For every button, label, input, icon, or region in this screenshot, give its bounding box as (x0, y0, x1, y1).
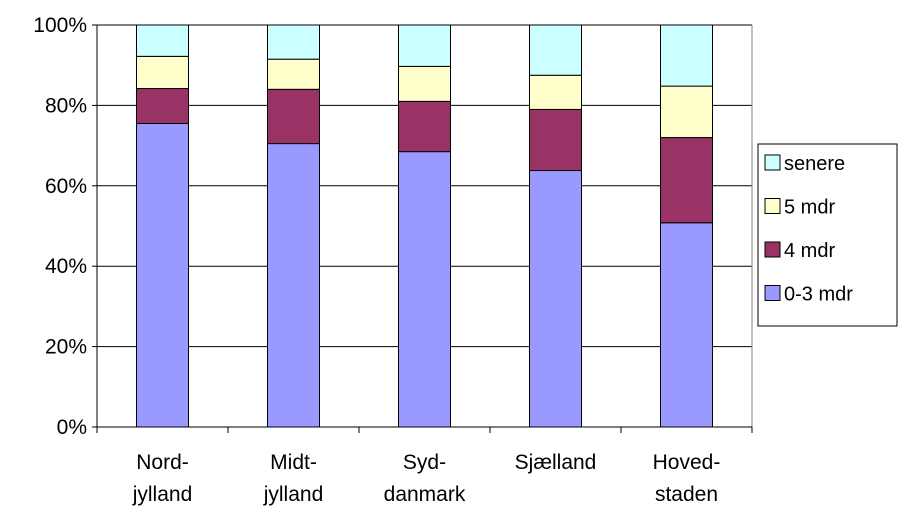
bar-segment-4-mdr (660, 137, 713, 224)
y-tick-label: 80% (45, 94, 87, 117)
y-tick-label: 100% (33, 14, 87, 37)
x-tick-label-line: Nord- (136, 451, 189, 474)
bar-segment-0-3-mdr (267, 143, 320, 428)
legend-swatch (764, 241, 781, 258)
x-axis-tick-labels: Nord-jyllandMidt-jyllandSyd-danmarkSjæll… (132, 451, 721, 506)
y-tick-label: 40% (45, 255, 87, 278)
bar-segment-5-mdr (267, 58, 320, 90)
x-tick-label-line: jylland (132, 483, 193, 506)
bar-segment-5-mdr (660, 85, 713, 139)
x-tick-label-line: staden (655, 483, 718, 506)
bar-segment-0-3-mdr (529, 170, 582, 428)
legend-swatch (764, 285, 781, 301)
bar-segment-4-mdr (398, 100, 451, 153)
x-tick-label: Hoved-staden (653, 451, 721, 506)
bar-segment-5-mdr (529, 74, 582, 110)
bars (136, 24, 713, 428)
bar-segment-5-mdr (398, 65, 451, 102)
legend: senere 5 mdr 4 mdr 0-3 mdr (757, 143, 898, 327)
legend-box (757, 143, 898, 327)
x-tick-label-line: jylland (263, 483, 324, 506)
y-axis-tick-labels: 0% 20% 40% 60% 80% 100% (33, 14, 87, 439)
x-tick-label: Syd-danmark (384, 451, 466, 506)
x-tick-label: Sjælland (515, 451, 597, 474)
legend-label: 0-3 mdr (784, 284, 853, 306)
legend-swatch (764, 154, 781, 171)
bar-segment-4-mdr (136, 88, 189, 124)
bar-segment-0-3-mdr (398, 151, 451, 428)
bar-segment-5-mdr (136, 55, 189, 90)
x-tick-label-line: Midt- (270, 451, 317, 474)
bar-segment-senere (529, 24, 582, 76)
bar-segment-senere (660, 24, 713, 87)
bar-segment-senere (136, 24, 189, 57)
x-tick-label: Midt-jylland (263, 451, 324, 506)
legend-swatch (764, 198, 781, 214)
y-tick-label: 60% (45, 175, 87, 198)
legend-label: 5 mdr (784, 197, 835, 219)
x-tick-label: Nord-jylland (132, 451, 193, 506)
y-tick-label: 0% (57, 416, 87, 439)
bar-segment-4-mdr (529, 108, 582, 172)
bar-segment-0-3-mdr (660, 222, 713, 428)
bar-segment-senere (398, 24, 451, 67)
x-tick-label-line: danmark (384, 483, 466, 506)
bar-segment-senere (267, 24, 320, 60)
legend-label: senere (784, 153, 845, 175)
bar-segment-0-3-mdr (136, 122, 189, 428)
x-tick-label-line: Hoved- (653, 451, 721, 474)
bar-segment-4-mdr (267, 88, 320, 145)
axes (92, 24, 753, 433)
legend-label: 4 mdr (784, 240, 835, 262)
x-tick-label-line: Sjælland (515, 451, 597, 474)
y-tick-label: 20% (45, 336, 87, 359)
x-tick-label-line: Syd- (403, 451, 446, 474)
